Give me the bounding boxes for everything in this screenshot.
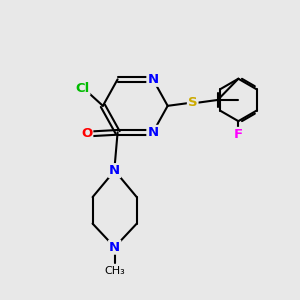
Text: N: N (109, 164, 120, 177)
Text: S: S (188, 96, 197, 110)
Text: CH₃: CH₃ (104, 266, 125, 276)
Text: N: N (147, 73, 158, 86)
Text: N: N (147, 126, 158, 139)
Text: N: N (109, 241, 120, 254)
Text: O: O (81, 127, 92, 140)
Text: F: F (234, 128, 243, 141)
Text: Cl: Cl (75, 82, 89, 95)
